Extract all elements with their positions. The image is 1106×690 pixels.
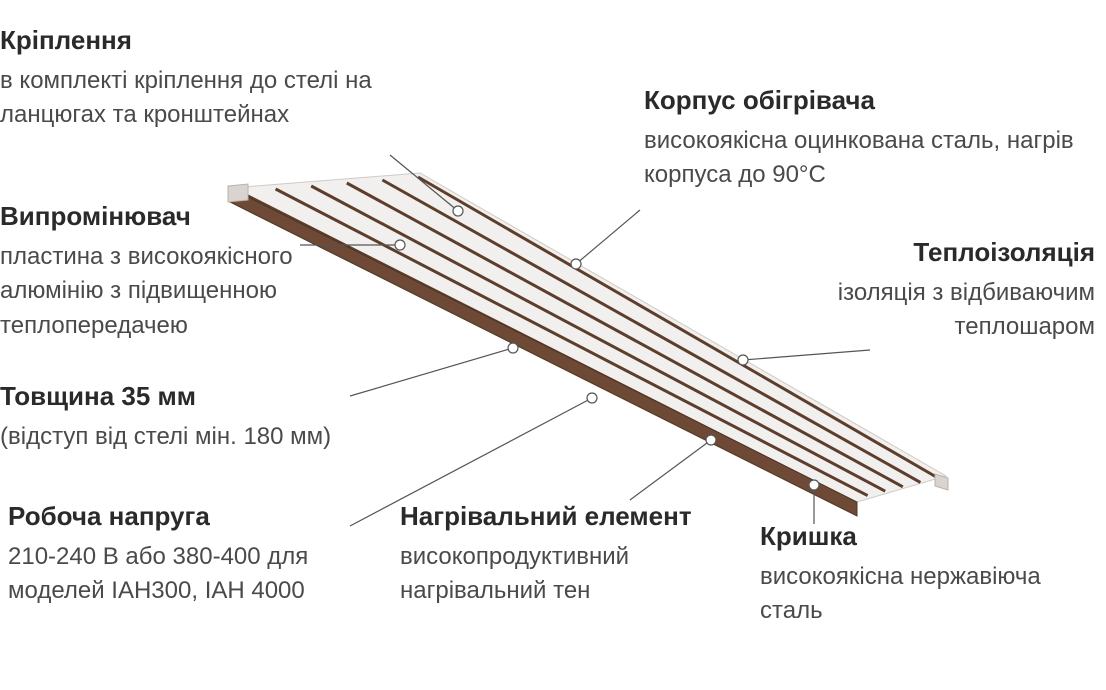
callout-desc-mounting: в комплекті кріплення до стелі на ланцюг… (0, 64, 410, 134)
callout-desc-heating-element: високопродуктивний нагрівальний тен (400, 540, 760, 610)
callout-desc-voltage: 210-240 В або 380-400 для моделей IAH300… (8, 540, 388, 610)
callout-voltage: Робоча напруга 210-240 В або 380-400 для … (8, 498, 388, 609)
callout-title-insulation: Теплоізоляція (750, 234, 1095, 272)
callout-desc-cover: високоякісна нержавіюча сталь (760, 560, 1090, 630)
callout-title-cover: Кришка (760, 518, 1090, 556)
callout-title-emitter: Випромінювач (0, 198, 380, 236)
callout-body: Корпус обігрівача високоякісна оцинкована… (644, 82, 1099, 193)
callout-title-thickness: Товщина 35 мм (0, 378, 400, 416)
diagram-canvas: Кріплення в комплекті кріплення до стелі … (0, 0, 1106, 690)
callout-insulation: Теплоізоляція ізоляція з відбиваючим тепл… (750, 234, 1095, 345)
callout-desc-insulation: ізоляція з відбиваючим теплошаром (750, 276, 1095, 346)
callout-title-body: Корпус обігрівача (644, 82, 1099, 120)
callout-cover: Кришка високоякісна нержавіюча сталь (760, 518, 1090, 629)
callout-desc-thickness: (відступ від стелі мін. 180 мм) (0, 420, 400, 455)
callout-heating-element: Нагрівальний елемент високопродуктивний н… (400, 498, 760, 609)
callout-thickness: Товщина 35 мм (відступ від стелі мін. 180… (0, 378, 400, 454)
callout-emitter: Випромінювач пластина з високоякісного ал… (0, 198, 380, 344)
callout-desc-emitter: пластина з високоякісного алюмінію з під… (0, 240, 380, 344)
callout-desc-body: високоякісна оцинкована сталь, нагрів ко… (644, 124, 1099, 194)
callout-title-voltage: Робоча напруга (8, 498, 388, 536)
callout-title-mounting: Кріплення (0, 22, 410, 60)
callout-title-heating-element: Нагрівальний елемент (400, 498, 760, 536)
callout-mounting: Кріплення в комплекті кріплення до стелі … (0, 22, 410, 133)
